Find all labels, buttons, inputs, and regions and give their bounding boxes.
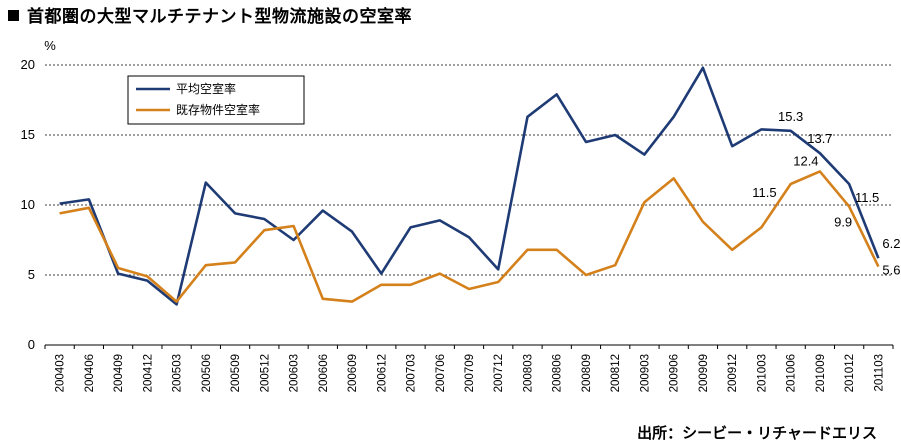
x-tick-label: 200503	[172, 354, 184, 392]
x-tick-label: 200809	[581, 354, 593, 392]
series-line-2	[59, 170, 880, 303]
data-labels: 15.3 13.7 11.5 6.2 11.5 12.4 9.9 5.6	[752, 109, 900, 278]
chart-title: 首都圏の大型マルチテナント型物流施設の空室率	[8, 2, 412, 27]
x-tick-label: 200703	[406, 354, 418, 392]
chart-title-text: 首都圏の大型マルチテナント型物流施設の空室率	[27, 7, 412, 27]
x-tick-label: 200512	[259, 354, 271, 392]
gridlines	[45, 64, 893, 276]
x-axis: 200403 200406 200409 200412 200503 200506 2005…	[44, 344, 894, 392]
x-tick-label: 200903	[639, 354, 651, 392]
series-line-1	[59, 66, 880, 306]
data-label: 13.7	[807, 131, 832, 146]
y-tick-label: 15	[21, 127, 35, 142]
x-tick-label: 200812	[610, 354, 622, 392]
y-tick-label: 10	[21, 197, 35, 212]
x-tick-label: 200803	[522, 354, 534, 392]
data-label: 12.4	[793, 153, 818, 168]
data-label: 6.2	[882, 236, 900, 251]
y-tick-label: 5	[28, 267, 35, 282]
series-lines	[59, 66, 880, 306]
y-tick-label: 20	[21, 57, 35, 72]
x-tick-label: 200709	[464, 354, 476, 392]
source-note: 出所：シービー・リチャードエリス	[637, 424, 877, 442]
x-tick-label: 200603	[289, 354, 301, 392]
x-tick-label: 201103	[873, 354, 885, 392]
x-tick-label: 200612	[376, 354, 388, 392]
data-label: 9.9	[834, 214, 852, 229]
x-tick-label: 200706	[435, 354, 447, 392]
x-tick-label: 200606	[318, 354, 330, 392]
x-tick-label: 200409	[113, 354, 125, 392]
x-tick-label: 201009	[815, 354, 827, 392]
data-label: 11.5	[855, 190, 879, 205]
title-square-icon	[8, 10, 19, 21]
x-tick-label: 200403	[55, 354, 67, 392]
x-tick-label: 200909	[698, 354, 710, 392]
x-tick-label: 200412	[142, 354, 154, 392]
x-tick-label: 200406	[84, 354, 96, 392]
x-tick-label: 200609	[347, 354, 359, 392]
x-tick-label: 200906	[669, 354, 681, 392]
data-label: 11.5	[752, 185, 776, 200]
x-tick-label: 201003	[756, 354, 768, 392]
x-tick-label: 200506	[201, 354, 213, 392]
legend-box	[127, 75, 305, 125]
x-tick-label: 200806	[552, 354, 564, 392]
legend-label-2: 既存物件空室率	[176, 102, 260, 117]
x-tick-label: 200712	[493, 354, 505, 392]
x-tick-label: 201006	[786, 354, 798, 392]
x-tick-label: 200912	[727, 354, 739, 392]
data-label: 5.6	[882, 263, 900, 278]
x-tick-label: 200509	[230, 354, 242, 392]
y-tick-label: 0	[28, 337, 35, 352]
legend-label-1: 平均空室率	[176, 81, 236, 96]
y-axis: 0 5 10 15 20%	[21, 38, 57, 352]
data-label: 15.3	[778, 109, 803, 124]
y-axis-unit: %	[44, 38, 56, 53]
x-tick-label: 201012	[844, 354, 856, 392]
